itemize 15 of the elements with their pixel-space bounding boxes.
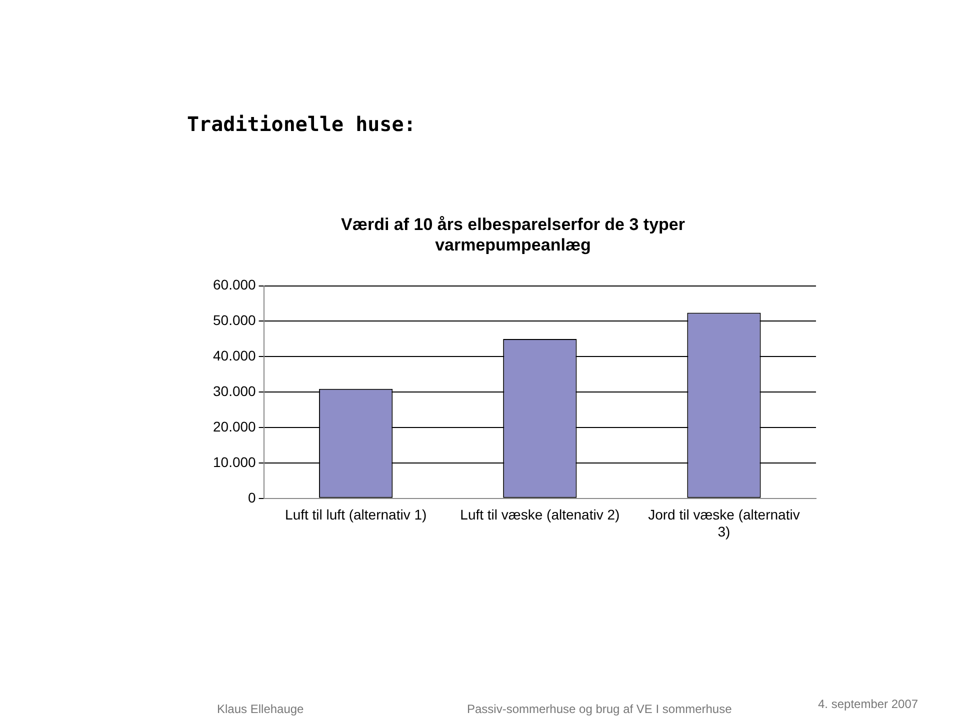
text: Passiv-sommerhuse og brug af VE I sommerhuse <box>467 702 732 716</box>
y-tick-label: 0 <box>248 489 256 506</box>
y-tick-label: 50.000 <box>212 312 256 328</box>
y-tick-label: 30.000 <box>212 382 256 399</box>
chart-title: Værdi af 10 års elbesparelserfor de 3 typer varmepumpeanlæg <box>341 214 686 254</box>
text: Traditionelle huse: <box>187 112 416 136</box>
x-tick-label: Luft til væske (altenativ 2) <box>460 506 620 523</box>
text: 4. september 2007 <box>818 697 918 711</box>
y-tick-label: 10.000 <box>212 454 256 470</box>
text: Klaus Ellehauge <box>217 702 304 716</box>
x-tick-label: Luft til luft (alternativ 1) <box>285 506 427 523</box>
x-tick-label: Jord til væske (alternativ 3) <box>648 506 800 540</box>
y-tick-label: 60.000 <box>212 276 256 293</box>
y-tick-label: 40.000 <box>212 348 256 364</box>
y-tick-label: 20.000 <box>212 418 256 434</box>
